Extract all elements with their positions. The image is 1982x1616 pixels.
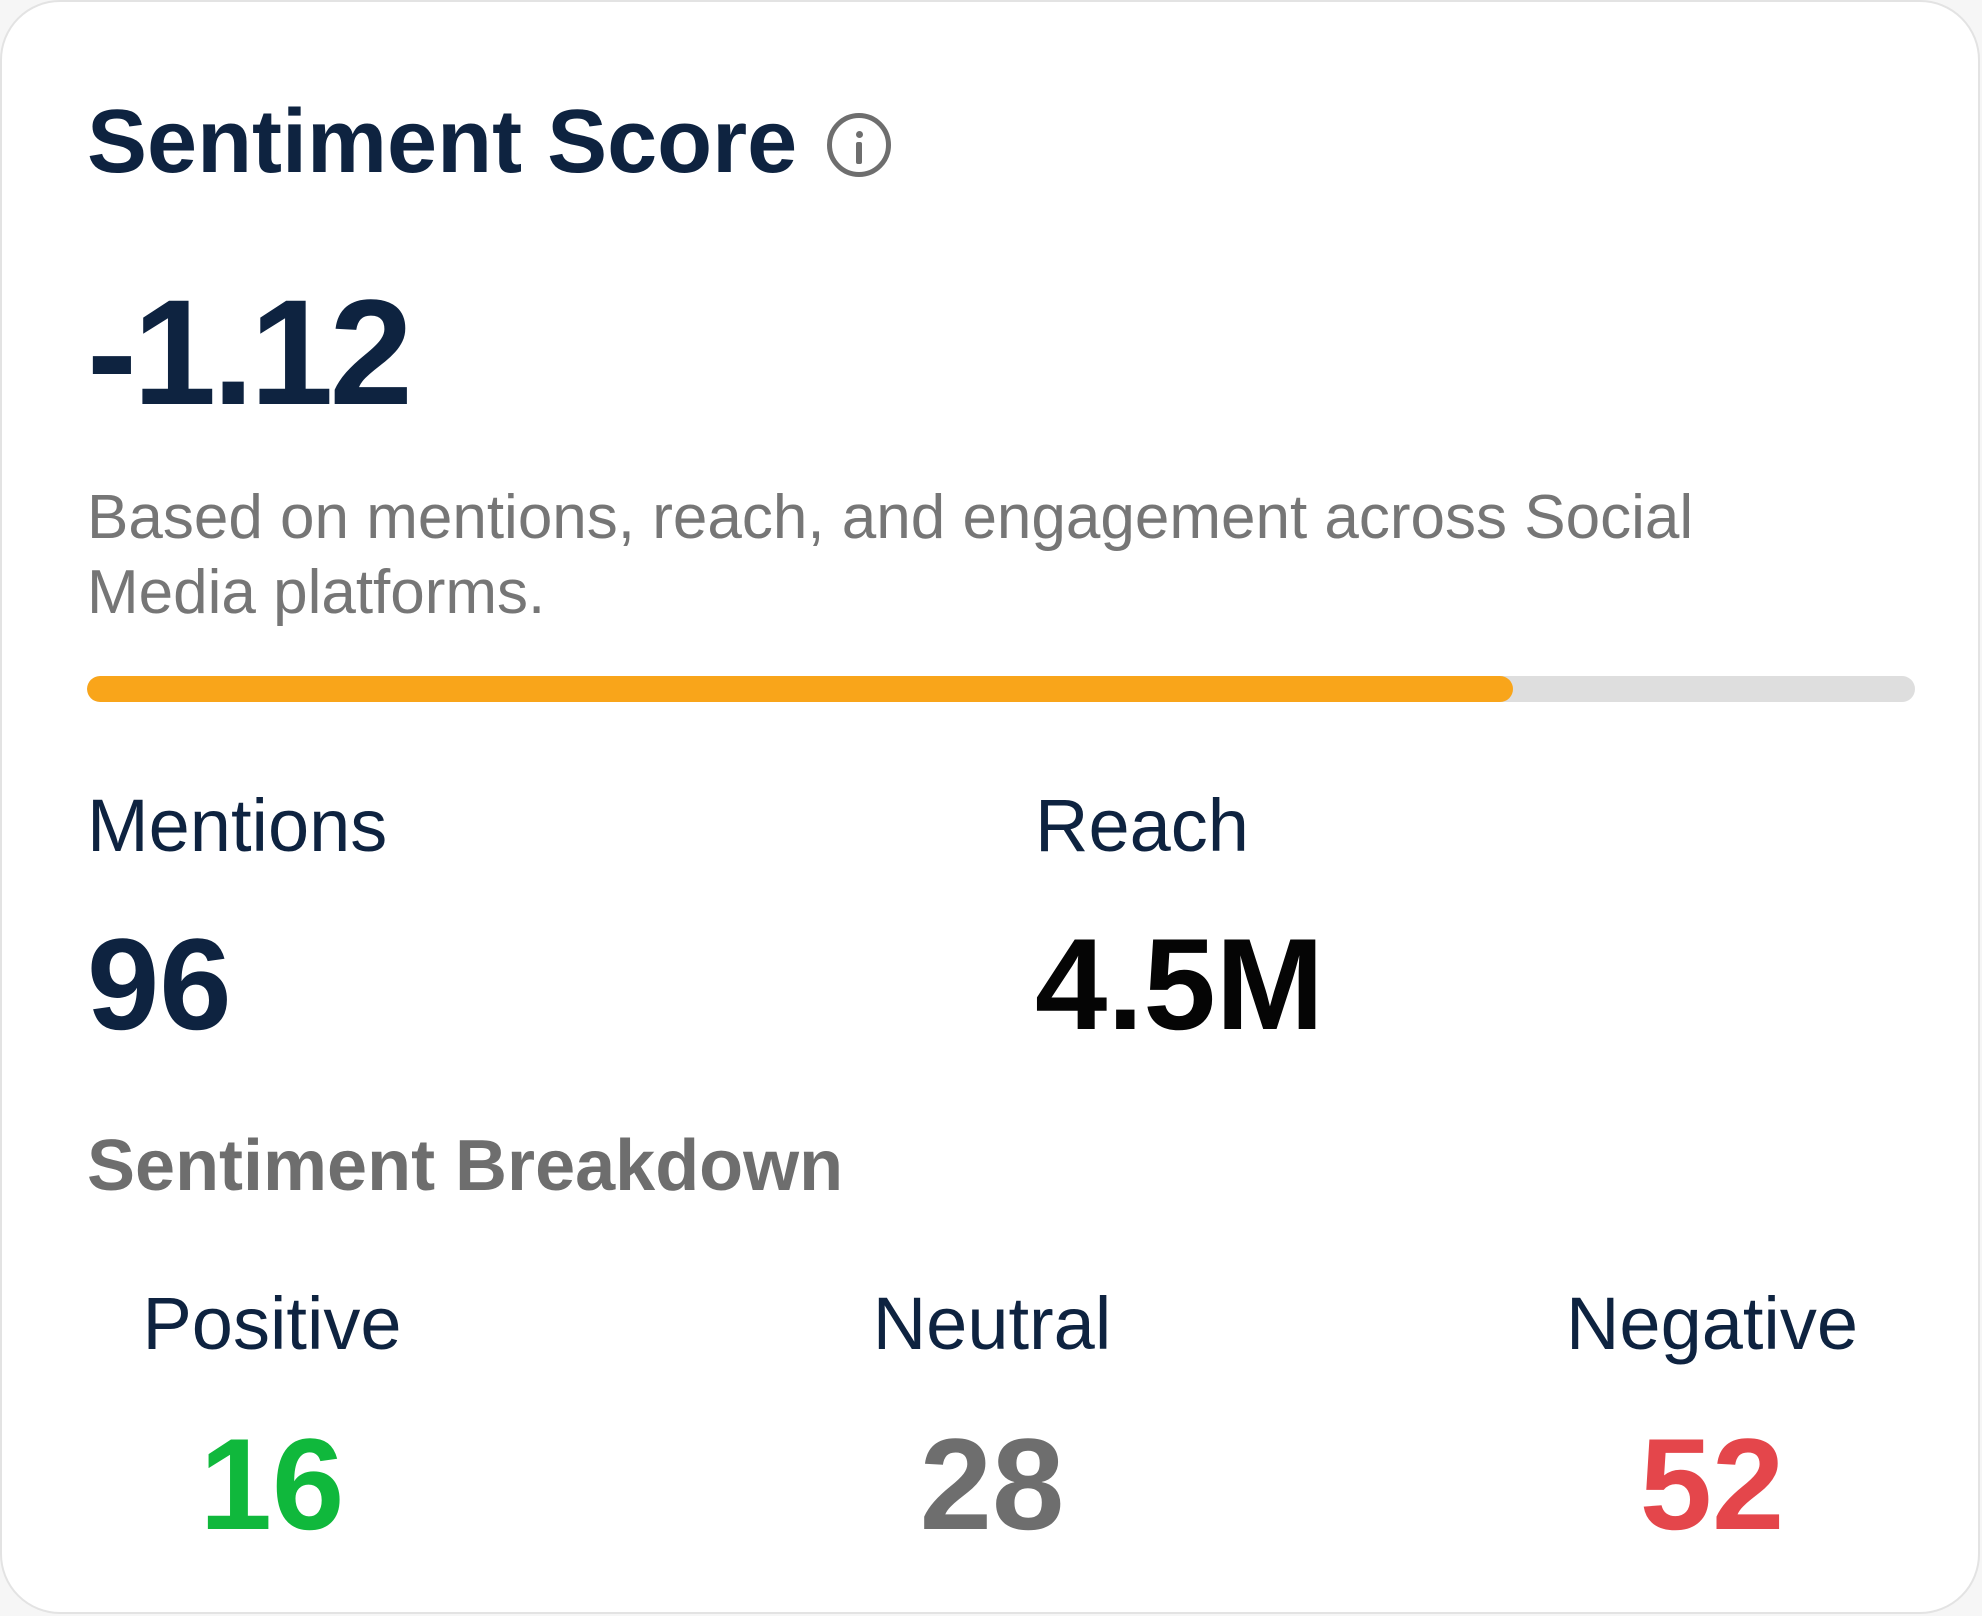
neutral-label: Neutral — [872, 1282, 1112, 1365]
sentiment-score-value: -1.12 — [87, 268, 413, 436]
neutral-breakdown: Neutral 28 — [792, 1282, 1192, 1557]
score-progress-fill — [87, 676, 1513, 702]
mentions-value: 96 — [87, 911, 232, 1057]
mentions-label: Mentions — [87, 784, 388, 867]
info-icon[interactable] — [827, 113, 892, 177]
positive-label: Positive — [142, 1282, 402, 1365]
card-title: Sentiment Score — [87, 92, 798, 192]
neutral-value: 28 — [919, 1411, 1065, 1557]
reach-label: Reach — [1035, 784, 1249, 867]
negative-breakdown: Negative 52 — [1512, 1282, 1912, 1557]
score-progress-bar — [87, 676, 1915, 702]
negative-label: Negative — [1565, 1282, 1859, 1365]
reach-value: 4.5M — [1035, 911, 1325, 1057]
score-description: Based on mentions, reach, and engagement… — [87, 483, 1694, 627]
sentiment-breakdown-title: Sentiment Breakdown — [87, 1126, 844, 1206]
positive-value: 16 — [199, 1411, 345, 1557]
negative-value: 52 — [1639, 1411, 1785, 1557]
positive-breakdown: Positive 16 — [72, 1282, 472, 1557]
card-header: Sentiment Score — [87, 92, 892, 192]
